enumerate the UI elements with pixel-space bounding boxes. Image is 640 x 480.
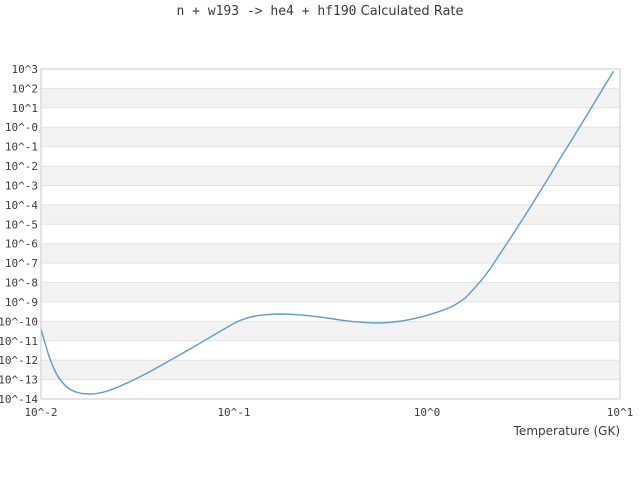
band-gray bbox=[41, 360, 620, 380]
y-tick-label: 10^-14 bbox=[0, 393, 38, 406]
y-tick-label: 10^-2 bbox=[5, 160, 38, 173]
x-axis-tick-labels: 10^-2 10^-1 10^0 10^1 bbox=[24, 406, 633, 419]
band-gray bbox=[41, 127, 620, 147]
band-white bbox=[41, 107, 620, 128]
x-axis-title: Temperature (GK) bbox=[513, 424, 620, 438]
rate-curve-group bbox=[40, 71, 614, 395]
band-white bbox=[41, 146, 620, 166]
x-tick-label: 10^-2 bbox=[24, 406, 57, 419]
y-axis-tick-labels: 10^3 10^2 10^1 10^-0 10^-1 10^-2 10^-3 10^-4 10^… bbox=[0, 63, 38, 406]
band-gray bbox=[41, 204, 620, 225]
title-reaction-text: n + w193 -> he4 + hf190 bbox=[176, 4, 357, 19]
x-tick-label: 10^0 bbox=[414, 406, 441, 419]
plot-spines bbox=[40, 68, 621, 400]
band-gray bbox=[41, 88, 620, 108]
band-gray bbox=[41, 282, 620, 302]
y-tick-label: 10^-11 bbox=[0, 335, 38, 348]
y-tick-label: 10^-1 bbox=[5, 141, 38, 154]
x-tick-label: 10^1 bbox=[607, 406, 634, 419]
band-gray bbox=[41, 321, 620, 341]
band-gray bbox=[41, 166, 620, 186]
band-white bbox=[41, 379, 620, 399]
y-tick-label: 10^-0 bbox=[5, 121, 38, 134]
plot-frame bbox=[40, 68, 621, 400]
y-tick-label: 10^-5 bbox=[5, 218, 38, 231]
x-axis-label: Temperature (GK) bbox=[513, 424, 620, 438]
chart-title: n + w193 -> he4 + hf190 Calculated Rate bbox=[0, 4, 640, 19]
y-tick-label: 10^-8 bbox=[5, 277, 38, 290]
band-white bbox=[41, 301, 620, 322]
y-tick-label: 10^-4 bbox=[5, 199, 38, 212]
x-tick-label: 10^-1 bbox=[217, 406, 250, 419]
decade-bands bbox=[41, 69, 620, 399]
band-white bbox=[41, 69, 620, 89]
y-tick-label: 10^-9 bbox=[5, 296, 38, 309]
band-white bbox=[41, 340, 620, 361]
y-tick-label: 10^-3 bbox=[5, 180, 38, 193]
band-gray bbox=[41, 243, 620, 264]
y-tick-label: 10^3 bbox=[12, 63, 39, 76]
y-tick-label: 10^-7 bbox=[5, 257, 38, 270]
band-white bbox=[41, 185, 620, 205]
band-white bbox=[41, 263, 620, 283]
y-tick-label: 10^2 bbox=[12, 82, 39, 95]
y-tick-label: 10^-6 bbox=[5, 238, 38, 251]
y-tick-label: 10^-12 bbox=[0, 354, 38, 367]
title-suffix-text: Calculated Rate bbox=[356, 4, 464, 19]
y-tick-label: 10^-13 bbox=[0, 374, 38, 387]
band-white bbox=[41, 224, 620, 244]
rate-curve bbox=[40, 71, 614, 395]
y-tick-label: 10^-10 bbox=[0, 315, 38, 328]
y-tick-label: 10^1 bbox=[12, 102, 39, 115]
